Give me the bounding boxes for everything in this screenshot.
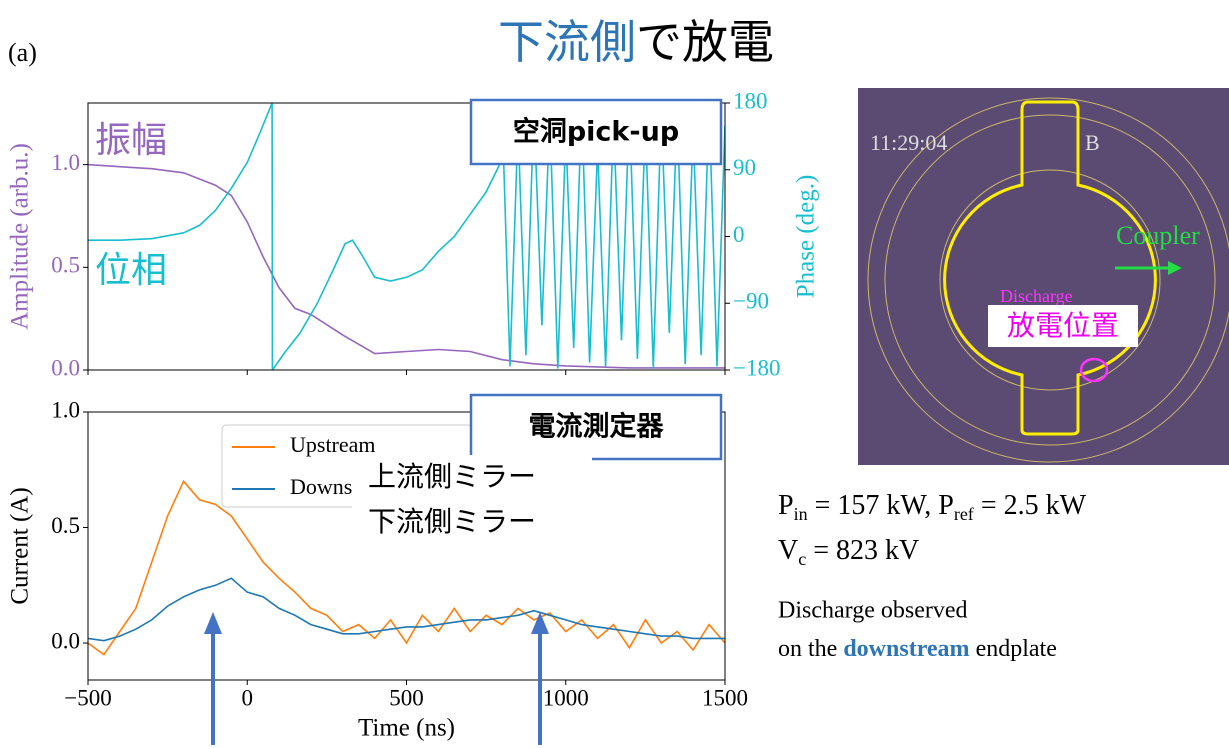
overlay-label: 上流側ミラー xyxy=(368,460,536,493)
panel-label: (a) xyxy=(8,38,37,67)
y2-axis-label: Phase (deg.) xyxy=(793,175,820,299)
subscript: in xyxy=(794,504,808,524)
y-tick-label: 1.0 xyxy=(51,397,80,422)
text: on the xyxy=(778,636,843,662)
series-line xyxy=(88,165,725,368)
timestamp: 11:29:04 xyxy=(870,130,947,155)
subscript: c xyxy=(798,549,806,569)
title-rest: で放電 xyxy=(636,15,774,69)
y-tick-label: 0.0 xyxy=(51,355,80,380)
text: endplate xyxy=(970,636,1057,662)
location-label: 放電位置 xyxy=(1007,309,1119,342)
annotation: 空洞pick-up xyxy=(513,116,679,148)
slide: (a) 下流側で放電 11:29:04 B Coupler Discharge … xyxy=(0,0,1229,748)
text: = 2.5 kW xyxy=(974,490,1087,521)
x-tick-label: 1500 xyxy=(702,685,748,710)
y-tick-label: 0.5 xyxy=(51,513,80,538)
conditions-line2: Vc = 823 kV xyxy=(778,535,919,569)
x-tick-label: 500 xyxy=(389,685,424,710)
y-tick-label: 0.0 xyxy=(51,628,80,653)
overlay-label: 下流側ミラー xyxy=(368,505,536,538)
x-axis-label: Time (ns) xyxy=(358,715,455,742)
y-tick-label: 0.5 xyxy=(51,253,80,278)
subscript: ref xyxy=(954,504,974,524)
y2-tick-label: 0 xyxy=(733,222,745,247)
legend-label: Upstream xyxy=(290,432,376,457)
x-tick-label: 1000 xyxy=(543,685,589,710)
series-label: 振幅 xyxy=(95,120,167,161)
coupler-label: Coupler xyxy=(1116,221,1200,250)
text: V xyxy=(778,535,798,566)
photo-marker: B xyxy=(1085,130,1100,155)
text: = 157 kW, P xyxy=(808,490,954,521)
y2-tick-label: 180 xyxy=(733,88,768,113)
arrowhead xyxy=(204,612,222,634)
note-line1: Discharge observed xyxy=(778,598,968,624)
slide-title: 下流側で放電 xyxy=(498,15,774,69)
y2-tick-label: 90 xyxy=(733,155,756,180)
y2-tick-label: −90 xyxy=(733,289,769,314)
y-tick-label: 1.0 xyxy=(51,150,80,175)
photo: 11:29:04 B Coupler Discharge 放電位置 xyxy=(858,88,1229,465)
highlight: downstream xyxy=(843,636,969,662)
text: P xyxy=(778,490,794,521)
y2-tick-label: −180 xyxy=(733,355,780,380)
y-axis-label: Amplitude (arb.u.) xyxy=(7,143,34,330)
y-axis-label: Current (A) xyxy=(7,487,34,604)
x-tick-label: 0 xyxy=(242,685,254,710)
x-tick-label: −500 xyxy=(64,685,111,710)
discharge-label: Discharge xyxy=(1000,286,1073,306)
series-label: 位相 xyxy=(95,250,167,291)
title-highlight: 下流側 xyxy=(498,15,636,69)
conditions-line1: Pin = 157 kW, Pref = 2.5 kW xyxy=(778,490,1087,524)
text: = 823 kV xyxy=(806,535,919,566)
note-line2: on the downstream endplate xyxy=(778,636,1057,662)
series-line xyxy=(88,578,725,640)
annotation: 電流測定器 xyxy=(529,411,665,443)
